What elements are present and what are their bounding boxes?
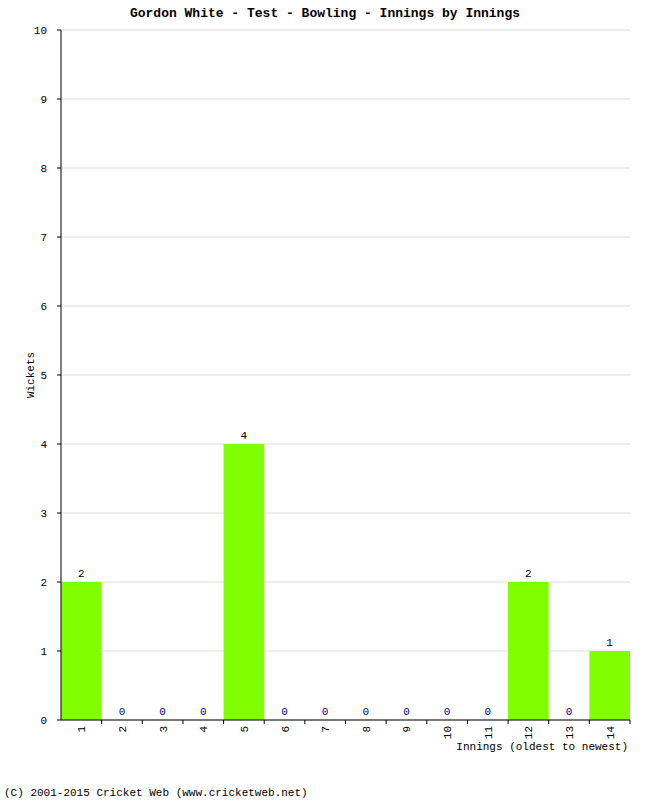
data-label: 0 — [159, 706, 166, 718]
data-label: 0 — [200, 706, 207, 718]
bars — [61, 444, 630, 720]
tick-mark — [304, 720, 305, 724]
x-tick-label: 14 — [605, 726, 617, 740]
tick-mark — [223, 720, 224, 724]
data-label: 0 — [403, 706, 410, 718]
bar — [508, 582, 549, 720]
x-tick-label: 1 — [76, 726, 88, 733]
y-axis-line — [61, 30, 62, 720]
grid-line — [61, 30, 630, 31]
tick-mark — [57, 582, 61, 583]
y-tick-label: 3 — [40, 508, 47, 520]
tick-mark — [57, 375, 61, 376]
grid-line — [61, 306, 630, 307]
tick-mark — [630, 720, 631, 724]
x-axis: 1234567891011121314 — [76, 720, 630, 739]
data-label: 0 — [484, 706, 491, 718]
data-label: 4 — [241, 430, 248, 442]
grid-line — [61, 375, 630, 376]
data-label: 0 — [566, 706, 573, 718]
bar — [589, 651, 630, 720]
data-label: 0 — [444, 706, 451, 718]
tick-mark — [345, 720, 346, 724]
chart: Gordon White - Test - Bowling - Innings … — [0, 0, 650, 800]
tick-mark — [57, 168, 61, 169]
tick-mark — [57, 306, 61, 307]
tick-mark — [57, 513, 61, 514]
y-tick-label: 4 — [40, 439, 47, 451]
tick-mark — [548, 720, 549, 724]
x-tick-label: 12 — [523, 726, 535, 739]
tick-mark — [57, 720, 61, 721]
y-tick-label: 1 — [40, 646, 47, 658]
title: Gordon White - Test - Bowling - Innings … — [130, 6, 520, 21]
y-tick-label: 2 — [40, 577, 47, 589]
tick-mark — [57, 444, 61, 445]
x-tick-label: 3 — [158, 726, 170, 733]
grid-line — [61, 168, 630, 169]
tick-mark — [57, 99, 61, 100]
tick-mark — [264, 720, 265, 724]
y-axis: 012345678910 — [34, 25, 630, 727]
y-tick-label: 5 — [40, 370, 47, 382]
y-tick-label: 0 — [40, 715, 47, 727]
tick-mark — [508, 720, 509, 724]
x-tick-label: 13 — [564, 726, 576, 739]
bar — [224, 444, 265, 720]
data-label: 0 — [363, 706, 370, 718]
tick-mark — [101, 720, 102, 724]
data-label: 0 — [119, 706, 126, 718]
grid-line — [61, 237, 630, 238]
x-tick-label: 10 — [442, 726, 454, 739]
data-label: 2 — [78, 568, 85, 580]
x-tick-label: 11 — [483, 726, 495, 740]
y-axis-label: Wickets — [25, 352, 37, 398]
tick-mark — [467, 720, 468, 724]
bar — [61, 582, 102, 720]
x-tick-label: 2 — [117, 726, 129, 733]
y-tick-label: 7 — [40, 232, 47, 244]
tick-mark — [426, 720, 427, 724]
annotation: (C) 2001-2015 Cricket Web (www.cricketwe… — [4, 787, 308, 799]
data-label: 0 — [322, 706, 329, 718]
data-label: 2 — [525, 568, 532, 580]
tick-mark — [57, 651, 61, 652]
tick-mark — [182, 720, 183, 724]
tick-mark — [589, 720, 590, 724]
x-tick-label: 5 — [239, 726, 251, 733]
y-tick-label: 6 — [40, 301, 47, 313]
x-tick-label: 8 — [361, 726, 373, 733]
tick-mark — [57, 30, 61, 31]
x-tick-label: 4 — [198, 726, 210, 733]
x-axis-label: Innings (oldest to newest) — [456, 741, 628, 753]
tick-mark — [57, 237, 61, 238]
x-tick-label: 7 — [320, 726, 332, 733]
grid-line — [61, 513, 630, 514]
y-tick-label: 9 — [40, 94, 47, 106]
x-tick-label: 6 — [280, 726, 292, 733]
data-label: 0 — [281, 706, 288, 718]
grid-line — [61, 99, 630, 100]
tick-mark — [142, 720, 143, 724]
x-tick-label: 9 — [401, 726, 413, 733]
y-tick-label: 8 — [40, 163, 47, 175]
y-tick-label: 10 — [34, 25, 47, 37]
data-label: 1 — [606, 637, 613, 649]
grid-line — [61, 444, 630, 445]
tick-mark — [386, 720, 387, 724]
